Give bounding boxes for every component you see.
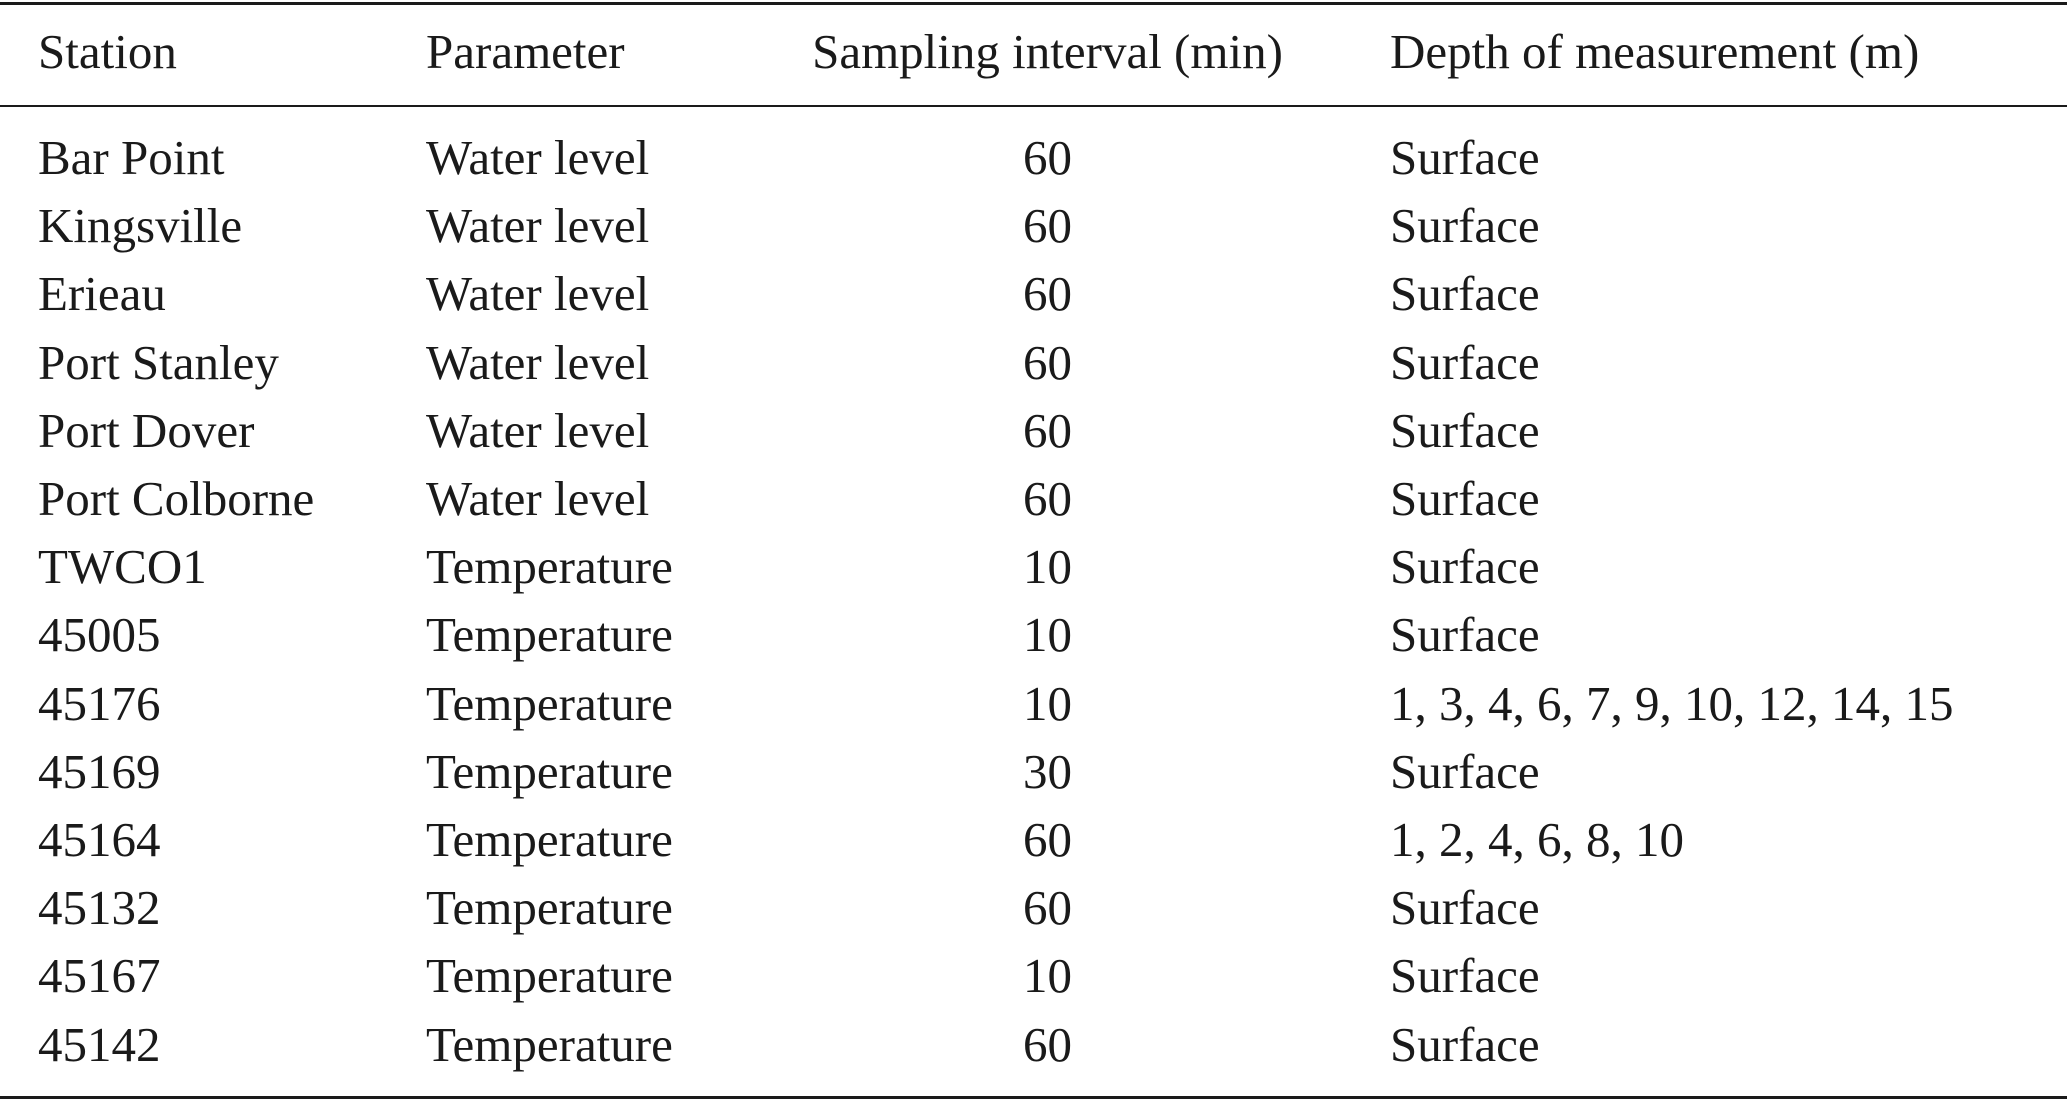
cell-depth: 1, 2, 4, 6, 8, 10 (1390, 812, 1684, 867)
cell-depth: Surface (1390, 403, 1540, 458)
table-row: TWCO1 Temperature 10 Surface (0, 533, 2067, 601)
table-row: Kingsville Water level 60 Surface (0, 192, 2067, 260)
table-row: 45176 Temperature 10 1, 3, 4, 6, 7, 9, 10, … (0, 670, 2067, 738)
cell-depth: Surface (1390, 607, 1540, 662)
cell-depth: Surface (1390, 130, 1540, 185)
cell-depth: Surface (1390, 471, 1540, 526)
cell-sampling-interval: 30 (1023, 744, 1072, 799)
cell-sampling-interval: 10 (1023, 607, 1072, 662)
bottom-rule (0, 1096, 2067, 1099)
cell-sampling-interval: 60 (1023, 812, 1072, 867)
cell-sampling-interval: 60 (1023, 471, 1072, 526)
cell-parameter: Water level (426, 471, 650, 526)
cell-station: 45164 (38, 812, 161, 867)
cell-parameter: Water level (426, 403, 650, 458)
cell-depth: Surface (1390, 266, 1540, 321)
cell-depth: Surface (1390, 948, 1540, 1003)
table-row: 45164 Temperature 60 1, 2, 4, 6, 8, 10 (0, 806, 2067, 874)
header-rule (0, 105, 2067, 107)
cell-sampling-interval: 60 (1023, 198, 1072, 253)
cell-depth: Surface (1390, 335, 1540, 390)
table-row: Port Stanley Water level 60 Surface (0, 329, 2067, 397)
cell-parameter: Temperature (426, 607, 673, 662)
cell-parameter: Temperature (426, 539, 673, 594)
cell-station: Kingsville (38, 198, 243, 253)
cell-parameter: Water level (426, 266, 650, 321)
cell-station: 45167 (38, 948, 161, 1003)
cell-depth: Surface (1390, 880, 1540, 935)
table-row: 45142 Temperature 60 Surface (0, 1011, 2067, 1079)
cell-parameter: Temperature (426, 744, 673, 799)
cell-sampling-interval: 60 (1023, 1017, 1072, 1072)
cell-depth: Surface (1390, 198, 1540, 253)
top-rule (0, 2, 2067, 5)
cell-sampling-interval: 60 (1023, 130, 1072, 185)
cell-parameter: Temperature (426, 1017, 673, 1072)
cell-parameter: Temperature (426, 948, 673, 1003)
cell-parameter: Temperature (426, 880, 673, 935)
cell-sampling-interval: 60 (1023, 880, 1072, 935)
cell-parameter: Water level (426, 198, 650, 253)
cell-sampling-interval: 60 (1023, 403, 1072, 458)
cell-station: Erieau (38, 266, 166, 321)
header-station: Station (38, 24, 177, 79)
cell-parameter: Water level (426, 130, 650, 185)
cell-depth: Surface (1390, 744, 1540, 799)
table-row: Erieau Water level 60 Surface (0, 260, 2067, 328)
table-row: Port Dover Water level 60 Surface (0, 397, 2067, 465)
cell-depth: 1, 3, 4, 6, 7, 9, 10, 12, 14, 15 (1390, 676, 1954, 731)
cell-depth: Surface (1390, 539, 1540, 594)
cell-station: Port Dover (38, 403, 255, 458)
header-depth: Depth of measurement (m) (1390, 24, 1920, 79)
cell-station: Port Colborne (38, 471, 315, 526)
cell-sampling-interval: 60 (1023, 266, 1072, 321)
cell-sampling-interval: 10 (1023, 676, 1072, 731)
table-row: Bar Point Water level 60 Surface (0, 124, 2067, 192)
cell-sampling-interval: 10 (1023, 539, 1072, 594)
table-row: 45169 Temperature 30 Surface (0, 738, 2067, 806)
cell-station: 45169 (38, 744, 161, 799)
cell-station: TWCO1 (38, 539, 207, 594)
table-row: Port Colborne Water level 60 Surface (0, 465, 2067, 533)
cell-parameter: Temperature (426, 812, 673, 867)
header-parameter: Parameter (426, 24, 625, 79)
cell-depth: Surface (1390, 1017, 1540, 1072)
table-row: 45005 Temperature 10 Surface (0, 601, 2067, 669)
header-sampling-interval: Sampling interval (min) (812, 24, 1283, 79)
table-header-row: Station Parameter Sampling interval (min… (0, 18, 2067, 86)
cell-station: 45005 (38, 607, 161, 662)
table-row: 45167 Temperature 10 Surface (0, 942, 2067, 1010)
cell-sampling-interval: 10 (1023, 948, 1072, 1003)
table-row: 45132 Temperature 60 Surface (0, 874, 2067, 942)
cell-station: 45132 (38, 880, 161, 935)
cell-sampling-interval: 60 (1023, 335, 1072, 390)
cell-station: Port Stanley (38, 335, 279, 390)
cell-station: 45142 (38, 1017, 161, 1072)
cell-parameter: Temperature (426, 676, 673, 731)
cell-station: Bar Point (38, 130, 225, 185)
cell-parameter: Water level (426, 335, 650, 390)
cell-station: 45176 (38, 676, 161, 731)
